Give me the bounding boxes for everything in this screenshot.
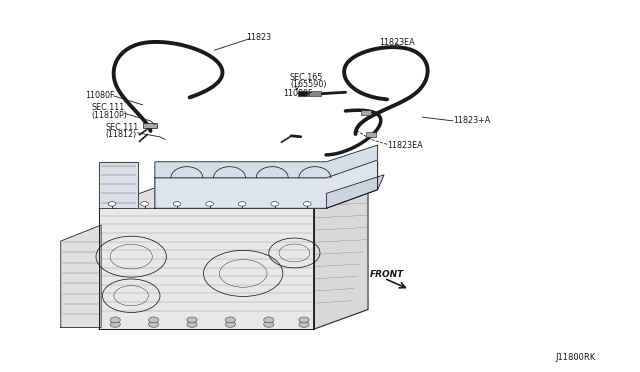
Polygon shape: [155, 145, 378, 178]
Text: 11823EA: 11823EA: [387, 141, 423, 150]
Circle shape: [108, 202, 116, 206]
Text: (11812): (11812): [106, 130, 137, 139]
Text: 11080F: 11080F: [284, 89, 313, 97]
Text: 11823: 11823: [246, 33, 271, 42]
Polygon shape: [314, 188, 368, 329]
Circle shape: [206, 202, 214, 206]
Circle shape: [264, 321, 274, 327]
Circle shape: [141, 202, 148, 206]
Text: SEC.165: SEC.165: [290, 73, 323, 82]
Polygon shape: [99, 208, 314, 329]
Text: SEC.111: SEC.111: [92, 103, 125, 112]
Bar: [298, 91, 307, 96]
Text: FRONT: FRONT: [370, 270, 404, 279]
Polygon shape: [61, 225, 101, 327]
Text: (165590): (165590): [290, 80, 326, 89]
Circle shape: [110, 321, 120, 327]
Circle shape: [187, 317, 197, 323]
Text: 11823EA: 11823EA: [380, 38, 415, 46]
Circle shape: [303, 202, 311, 206]
Polygon shape: [99, 301, 368, 329]
Circle shape: [299, 321, 309, 327]
Circle shape: [173, 202, 181, 206]
Bar: [143, 123, 157, 128]
Text: 11823+A: 11823+A: [453, 116, 490, 125]
Bar: [366, 132, 376, 137]
Circle shape: [271, 202, 278, 206]
Bar: [308, 91, 321, 96]
Polygon shape: [326, 175, 384, 208]
Text: SEC.111: SEC.111: [106, 123, 139, 132]
Text: 11080F: 11080F: [85, 92, 115, 100]
Polygon shape: [155, 160, 378, 208]
Circle shape: [148, 321, 159, 327]
Text: J11800RK: J11800RK: [556, 353, 596, 362]
Polygon shape: [99, 188, 368, 208]
Circle shape: [225, 317, 236, 323]
Circle shape: [225, 321, 236, 327]
Circle shape: [148, 317, 159, 323]
Bar: [361, 110, 371, 115]
Circle shape: [187, 321, 197, 327]
Circle shape: [299, 317, 309, 323]
Circle shape: [110, 317, 120, 323]
Text: (11810P): (11810P): [92, 111, 127, 120]
Circle shape: [264, 317, 274, 323]
Polygon shape: [99, 162, 138, 208]
Circle shape: [238, 202, 246, 206]
